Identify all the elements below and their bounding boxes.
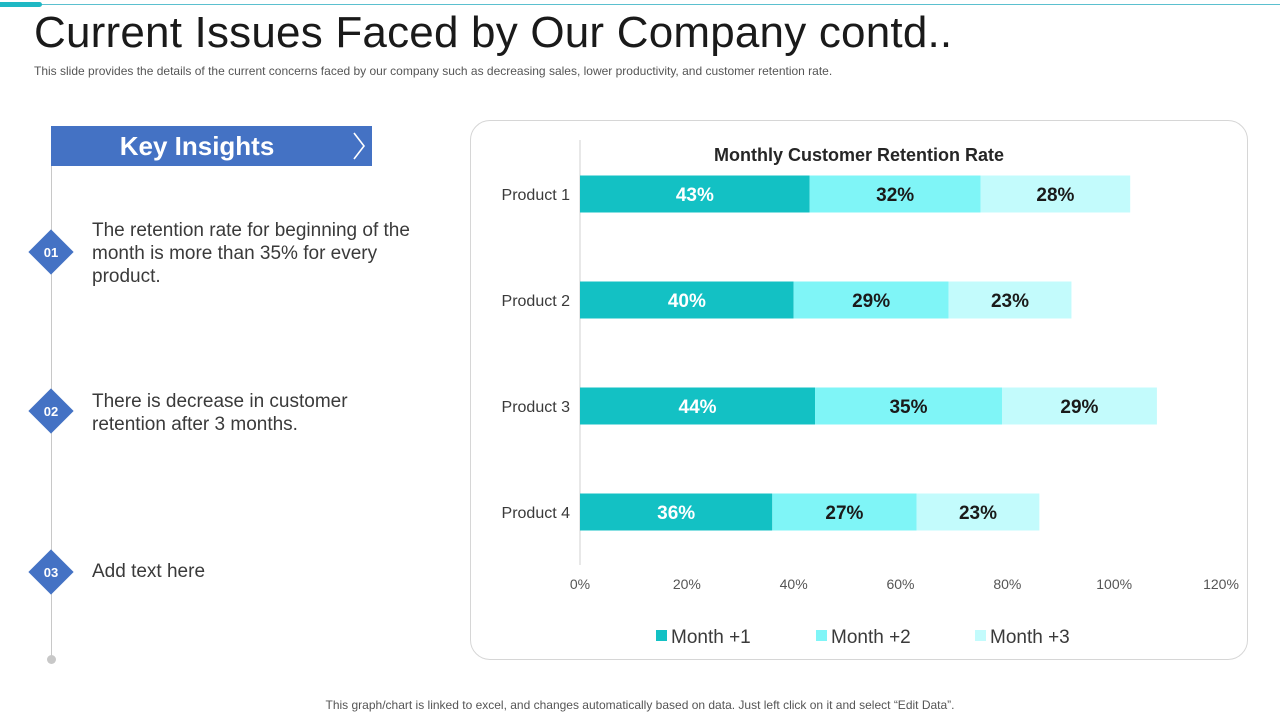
data-label: 43% (676, 185, 714, 206)
insight-2-text: There is decrease in customer retention … (92, 391, 348, 435)
data-label: 29% (1060, 397, 1098, 418)
top-rule (0, 4, 1280, 5)
insight-2-number: 02 (43, 404, 59, 419)
top-accent-bar (0, 2, 42, 7)
bar-segment (980, 175, 1131, 213)
data-label: 23% (991, 291, 1029, 312)
category-label: Product 1 (502, 187, 571, 204)
bar-segment (815, 387, 1002, 425)
x-tick-label: 100% (1096, 576, 1132, 592)
x-tick-label: 120% (1203, 576, 1239, 592)
data-label: 28% (1036, 185, 1074, 206)
key-insights-banner: Key Insights (51, 126, 372, 166)
data-label: 32% (876, 185, 914, 206)
legend-label: Month +3 (990, 627, 1070, 648)
legend-swatch (816, 630, 827, 641)
insight-3-text: Add text here (92, 561, 206, 582)
x-tick-label: 60% (886, 576, 914, 592)
chart-title: Monthly Customer Retention Rate (714, 145, 1004, 165)
bar-segment (793, 281, 949, 319)
timeline-end-dot (47, 655, 56, 664)
bar-segment (948, 281, 1072, 319)
bar-segment (809, 175, 981, 213)
x-tick-label: 40% (780, 576, 808, 592)
x-tick-label: 20% (673, 576, 701, 592)
bar-segment (580, 493, 773, 531)
legend-swatch (975, 630, 986, 641)
category-label: Product 4 (502, 505, 571, 522)
chevron-right-icon (353, 132, 366, 160)
legend-label: Month +2 (831, 627, 911, 648)
bar-segment (1001, 387, 1157, 425)
data-label: 40% (668, 291, 706, 312)
x-tick-label: 80% (993, 576, 1021, 592)
key-insights-title: Key Insights (119, 131, 275, 161)
legend-swatch (656, 630, 667, 641)
bar-segment (772, 493, 917, 531)
legend-label: Month +1 (671, 627, 751, 648)
x-tick-label: 0% (570, 576, 590, 592)
bar-segment (580, 387, 816, 425)
data-label: 23% (959, 503, 997, 524)
page-title: Current Issues Faced by Our Company cont… (34, 8, 953, 57)
bar-segment (580, 175, 810, 213)
data-label: 44% (679, 397, 717, 418)
data-label: 27% (825, 503, 863, 524)
category-label: Product 2 (502, 293, 571, 310)
bar-segment (916, 493, 1040, 531)
insight-1-text: The retention rate for beginning of the … (92, 220, 410, 287)
category-label: Product 3 (502, 399, 571, 416)
insight-3-number: 03 (43, 565, 59, 580)
data-label: 35% (889, 397, 927, 418)
insight-1-number: 01 (43, 245, 59, 260)
data-label: 29% (852, 291, 890, 312)
bar-segment (580, 281, 794, 319)
footer-note: This graph/chart is linked to excel, and… (325, 698, 955, 712)
data-label: 36% (657, 503, 695, 524)
page-subtitle: This slide provides the details of the c… (34, 64, 833, 78)
